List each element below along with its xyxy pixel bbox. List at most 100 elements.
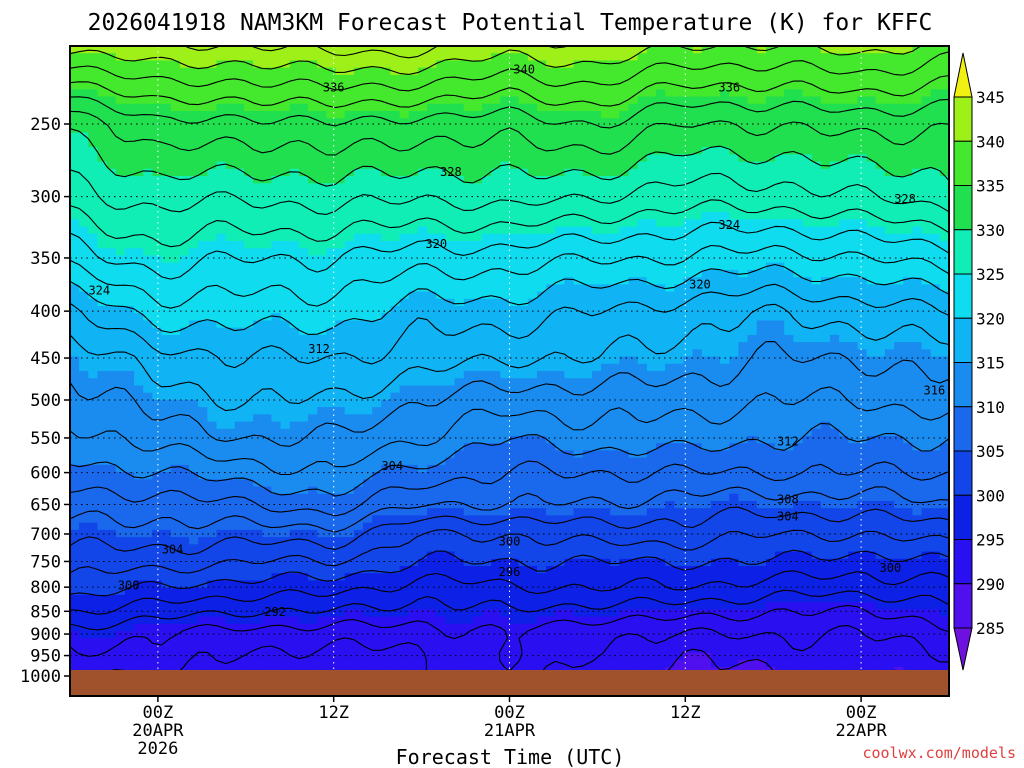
theta-cell xyxy=(848,378,859,387)
theta-cell xyxy=(820,399,831,408)
theta-cell xyxy=(417,190,428,199)
theta-cell xyxy=(353,399,364,408)
theta-cell xyxy=(775,190,785,199)
theta-cell xyxy=(866,363,877,372)
theta-cell xyxy=(344,356,355,365)
theta-cell xyxy=(720,67,730,76)
theta-cell xyxy=(884,233,895,242)
theta-cell xyxy=(884,103,895,112)
theta-cell xyxy=(857,118,868,127)
theta-cell xyxy=(353,262,364,271)
theta-cell xyxy=(793,53,804,62)
theta-cell xyxy=(564,269,575,278)
theta-cell xyxy=(280,284,291,293)
theta-cell xyxy=(509,46,520,54)
theta-cell xyxy=(436,363,447,372)
theta-cell xyxy=(820,53,831,62)
theta-cell xyxy=(372,241,382,249)
theta-cell xyxy=(134,233,144,242)
theta-cell xyxy=(97,269,108,278)
theta-cell xyxy=(564,183,575,192)
theta-cell xyxy=(802,233,813,242)
theta-cell xyxy=(720,103,730,112)
theta-cell xyxy=(454,161,465,170)
theta-cell xyxy=(784,262,794,271)
theta-cell xyxy=(79,356,89,365)
theta-cell xyxy=(829,67,840,76)
theta-cell xyxy=(124,96,135,105)
theta-cell xyxy=(536,349,547,358)
theta-cell xyxy=(601,378,611,387)
theta-cell xyxy=(79,269,89,278)
theta-cell xyxy=(308,125,318,134)
theta-cell xyxy=(143,349,154,358)
theta-cell xyxy=(793,147,804,155)
theta-cell xyxy=(536,255,547,264)
theta-cell xyxy=(646,74,657,83)
theta-cell xyxy=(280,407,291,415)
theta-cell xyxy=(271,269,282,278)
theta-cell xyxy=(765,96,776,105)
theta-cell xyxy=(70,392,80,401)
theta-cell xyxy=(756,132,767,141)
theta-cell xyxy=(601,320,611,329)
theta-cell xyxy=(610,298,620,307)
theta-cell xyxy=(866,277,877,285)
theta-cell xyxy=(326,356,337,365)
theta-cell xyxy=(243,320,254,329)
theta-cell xyxy=(582,111,593,119)
theta-cell xyxy=(491,154,501,163)
theta-cell xyxy=(573,139,584,148)
theta-cell xyxy=(939,291,949,300)
theta-cell xyxy=(179,306,190,314)
theta-cell xyxy=(472,197,483,206)
theta-cell xyxy=(665,327,675,336)
theta-cell xyxy=(97,74,108,83)
theta-cell xyxy=(243,385,254,394)
theta-cell xyxy=(564,262,575,271)
theta-cell xyxy=(262,349,273,358)
theta-cell xyxy=(381,399,392,408)
theta-cell xyxy=(198,284,208,293)
theta-cell xyxy=(610,103,620,112)
theta-cell xyxy=(683,306,694,314)
theta-cell xyxy=(106,118,117,127)
theta-cell xyxy=(729,262,740,271)
theta-cell xyxy=(234,241,245,249)
theta-cell xyxy=(894,67,904,76)
theta-cell xyxy=(930,197,941,206)
theta-cell xyxy=(152,291,163,300)
theta-cell xyxy=(161,277,172,285)
theta-cell xyxy=(710,183,721,192)
theta-cell xyxy=(88,125,99,134)
theta-cell xyxy=(207,407,218,415)
theta-cell xyxy=(793,82,804,90)
theta-cell xyxy=(903,74,913,83)
theta-cell xyxy=(701,190,712,199)
theta-cell xyxy=(793,226,804,235)
theta-cell xyxy=(106,284,117,293)
theta-cell xyxy=(179,89,190,98)
theta-cell xyxy=(720,255,730,264)
theta-cell xyxy=(628,306,639,314)
theta-cell xyxy=(582,385,593,394)
theta-cell xyxy=(857,371,868,379)
theta-cell xyxy=(912,284,923,293)
theta-cell xyxy=(582,176,593,184)
theta-cell xyxy=(353,298,364,307)
theta-cell xyxy=(884,204,895,213)
theta-cell xyxy=(271,385,282,394)
theta-cell xyxy=(692,334,703,343)
theta-cell xyxy=(894,197,904,206)
theta-cell xyxy=(738,139,749,148)
theta-cell xyxy=(610,74,620,83)
theta-cell xyxy=(161,82,172,90)
theta-cell xyxy=(225,378,236,387)
theta-cell xyxy=(701,161,712,170)
theta-cell xyxy=(546,147,556,155)
theta-cell xyxy=(500,371,511,379)
theta-cell xyxy=(921,349,932,358)
theta-cell xyxy=(79,233,89,242)
theta-cell xyxy=(912,371,923,379)
theta-cell xyxy=(555,183,566,192)
